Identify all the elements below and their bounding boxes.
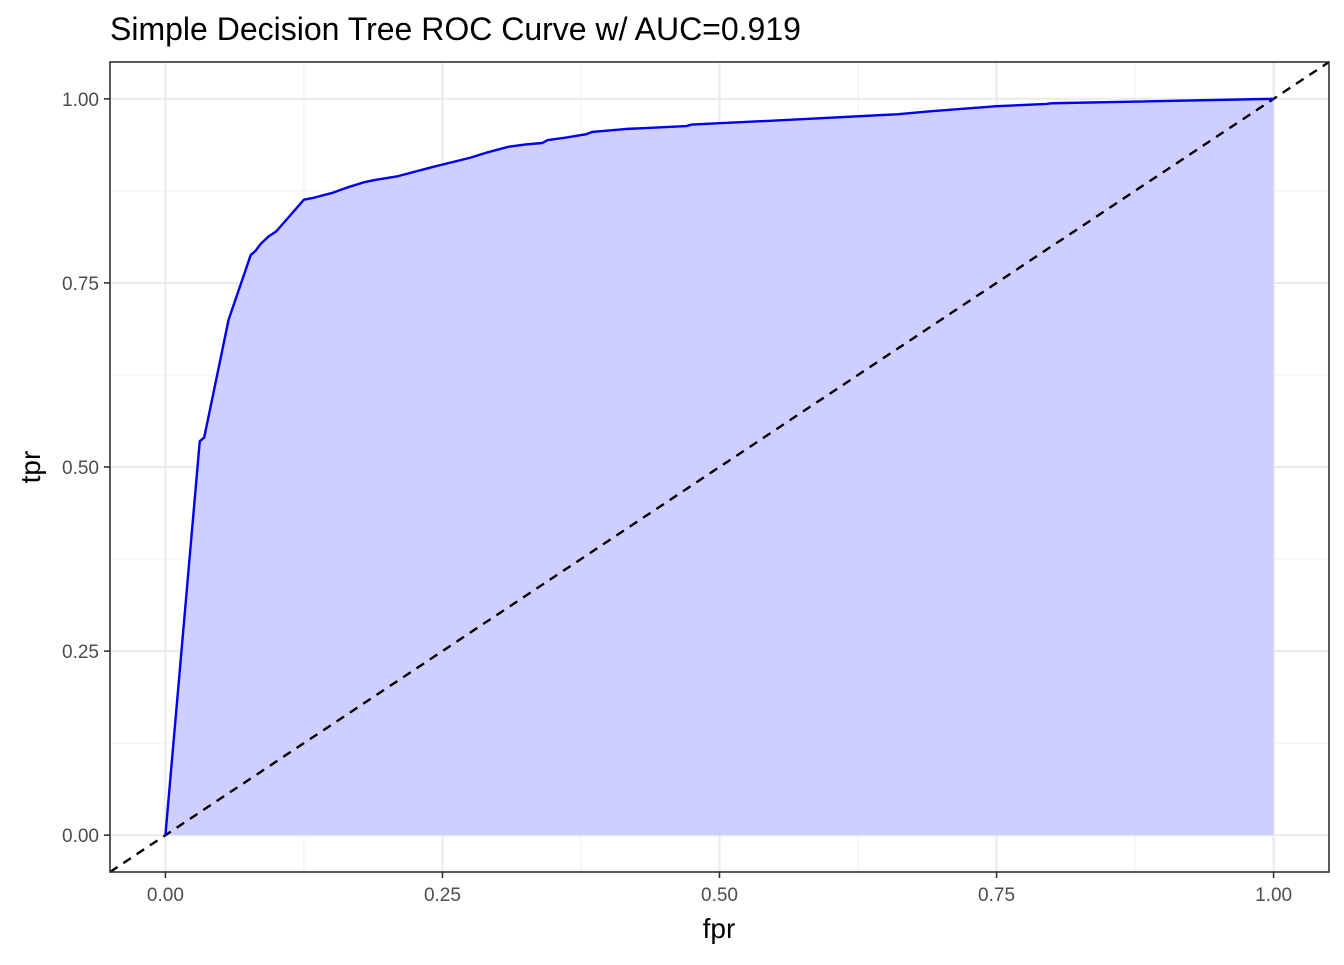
x-tick-label: 0.00 [147,885,184,906]
x-axis-label: fpr [703,913,736,944]
reference-line-layer [109,61,1330,873]
roc-curve-line [164,97,1274,836]
axis-layer: 0.00 0.25 0.50 0.75 1.00 0.00 0.25 0.50 0.75 1.00 [62,61,1330,906]
diagonal-reference-line [109,61,1330,873]
y-tick-label: 1.00 [62,90,99,111]
y-tick-label: 0.75 [62,274,99,295]
roc-area-fill [165,98,1274,836]
series-line-layer [164,97,1274,836]
y-tick-label: 0.25 [62,642,99,663]
y-axis-label: tpr [15,451,46,484]
x-tick-label: 1.00 [1255,885,1292,906]
chart-title: Simple Decision Tree ROC Curve w/ AUC=0.… [110,11,801,47]
y-tick-label: 0.50 [62,458,99,479]
x-tick-label: 0.25 [424,885,461,906]
y-tick-label: 0.00 [62,826,99,847]
area-layer [165,98,1274,836]
x-tick-label: 0.50 [701,885,738,906]
x-tick-label: 0.75 [978,885,1015,906]
